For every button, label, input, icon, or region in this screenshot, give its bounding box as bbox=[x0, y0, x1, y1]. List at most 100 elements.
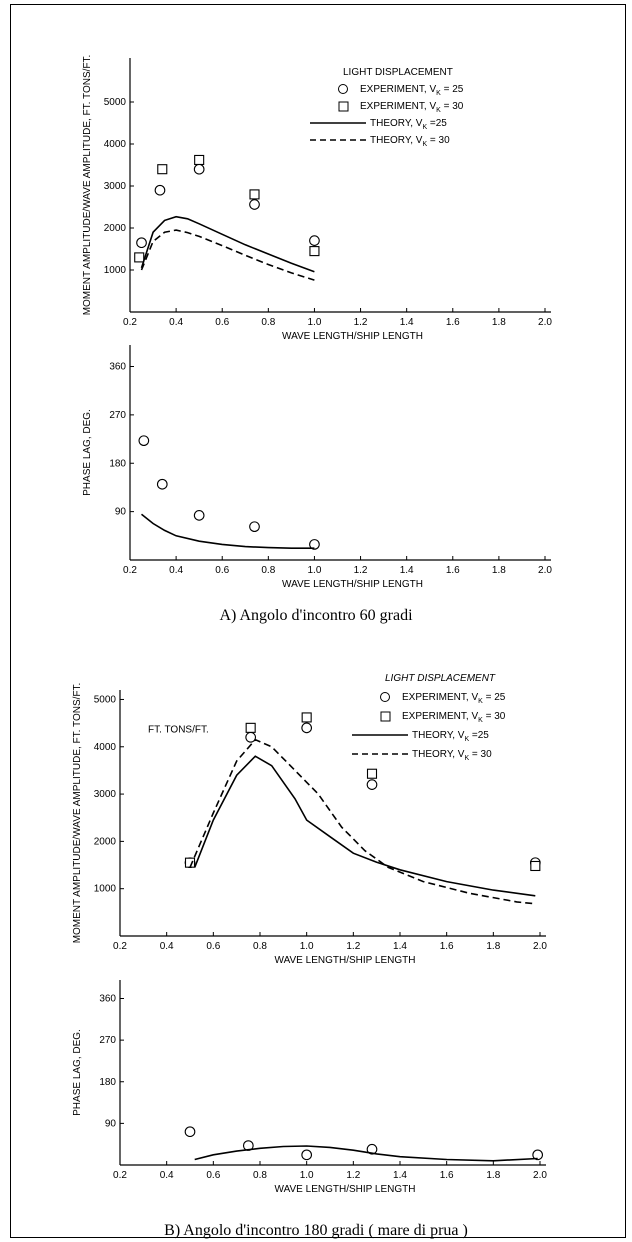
legend-entry-label: EXPERIMENT, VK = 25 bbox=[402, 692, 506, 705]
x-tick-label: 1.8 bbox=[492, 317, 506, 328]
x-tick-label: 0.8 bbox=[261, 317, 275, 328]
legend-entry-label: THEORY, VK =25 bbox=[412, 730, 489, 743]
x-tick-label: 1.8 bbox=[492, 565, 506, 576]
legend-entry-label: EXPERIMENT, VK = 30 bbox=[402, 711, 506, 724]
data-point-circle bbox=[366, 1143, 378, 1155]
data-point-square bbox=[366, 768, 378, 779]
x-tick-label: 1.6 bbox=[440, 1170, 454, 1181]
y-tick-label: 1000 bbox=[94, 884, 117, 895]
data-point-circle bbox=[184, 1126, 196, 1138]
x-axis-label: WAVE LENGTH/SHIP LENGTH bbox=[282, 331, 423, 342]
legend-entry-subscript: K bbox=[422, 124, 427, 131]
x-tick-label: 1.4 bbox=[393, 941, 407, 952]
y-tick-label: 270 bbox=[99, 1035, 116, 1046]
legend-marker-square bbox=[338, 101, 349, 112]
x-tick-label: 1.0 bbox=[300, 941, 314, 952]
y-axis-label: MOMENT AMPLITUDE/WAVE AMPLITUDE, FT. TON… bbox=[82, 55, 93, 316]
data-point-circle bbox=[309, 539, 320, 550]
data-point-square bbox=[309, 246, 320, 257]
y-tick-label: 270 bbox=[109, 410, 126, 421]
x-tick-label: 0.4 bbox=[169, 565, 183, 576]
y-tick-label: 3000 bbox=[94, 789, 117, 800]
x-tick-label: 1.4 bbox=[400, 565, 414, 576]
x-tick-label: 0.6 bbox=[215, 317, 229, 328]
legend-marker-square bbox=[380, 711, 391, 722]
data-point-circle bbox=[193, 163, 205, 175]
x-tick-label: 2.0 bbox=[538, 317, 552, 328]
data-point-circle bbox=[532, 1149, 544, 1161]
chart-a_phase: 0.2 0.4 0.6 0.8 1.0 1.2 1.4 1.6 1.8 2.0 90 180 270 36… bbox=[82, 345, 552, 590]
legend-marker-circle bbox=[380, 692, 390, 702]
y-tick-label: 1000 bbox=[104, 265, 127, 276]
data-point-circle bbox=[136, 237, 147, 249]
data-point-circle bbox=[156, 478, 168, 490]
data-point-square bbox=[157, 164, 168, 175]
data-point-circle bbox=[249, 521, 260, 533]
legend-entry-label: THEORY, VK =25 bbox=[370, 118, 447, 131]
x-axis-label: WAVE LENGTH/SHIP LENGTH bbox=[275, 1184, 416, 1195]
legend-entry-value: =25 bbox=[469, 730, 489, 741]
x-tick-label: 1.2 bbox=[354, 317, 368, 328]
legend-entry-label: EXPERIMENT, VK = 25 bbox=[360, 84, 464, 97]
x-axis-label: WAVE LENGTH/SHIP LENGTH bbox=[282, 579, 423, 590]
legend-entry-label: EXPERIMENT, VK = 30 bbox=[360, 101, 464, 114]
x-tick-label: 2.0 bbox=[533, 941, 547, 952]
series-line-solid bbox=[194, 1145, 538, 1162]
legend-entry-subscript: K bbox=[436, 90, 441, 97]
data-point-square bbox=[249, 189, 260, 200]
series-line-solid bbox=[140, 215, 315, 273]
x-tick-label: 1.6 bbox=[446, 565, 460, 576]
legend-entry-text: EXPERIMENT, V bbox=[360, 101, 436, 112]
legend-entry-text: THEORY, V bbox=[412, 749, 465, 760]
data-point-circle bbox=[309, 235, 320, 246]
x-tick-label: 0.8 bbox=[261, 565, 275, 576]
legend-marker-circle bbox=[338, 84, 348, 94]
y-tick-label: 5000 bbox=[94, 694, 117, 705]
data-point-square bbox=[530, 860, 541, 872]
legend-entry-value: = 30 bbox=[427, 135, 450, 146]
x-tick-label: 0.4 bbox=[169, 317, 183, 328]
x-tick-label: 0.6 bbox=[215, 565, 229, 576]
legend-title: LIGHT DISPLACEMENT bbox=[343, 67, 453, 78]
x-tick-label: 0.2 bbox=[123, 317, 137, 328]
x-tick-label: 0.8 bbox=[253, 1170, 267, 1181]
y-axis-label: PHASE LAG, DEG. bbox=[72, 1029, 83, 1116]
y-axis-label: PHASE LAG, DEG. bbox=[82, 409, 93, 496]
legend-entry-label: THEORY, VK = 30 bbox=[412, 749, 492, 762]
legend-entry-subscript: K bbox=[478, 698, 483, 705]
y-tick-label: 2000 bbox=[104, 223, 127, 234]
y-tick-label: 90 bbox=[105, 1118, 117, 1129]
data-point-circle bbox=[245, 731, 257, 743]
data-point-circle bbox=[249, 199, 260, 210]
legend-entry-subscript: K bbox=[436, 107, 441, 114]
legend-entry-text: EXPERIMENT, V bbox=[402, 692, 478, 703]
x-tick-label: 1.8 bbox=[486, 1170, 500, 1181]
x-tick-label: 0.4 bbox=[160, 1170, 174, 1181]
legend-entry-value: = 25 bbox=[483, 692, 506, 703]
legend-entry-text: THEORY, V bbox=[370, 135, 423, 146]
y-tick-label: 360 bbox=[99, 994, 116, 1005]
annotation-label: FT. TONS/FT. bbox=[148, 725, 209, 736]
legend-entry-text: EXPERIMENT, V bbox=[360, 84, 436, 95]
chart-b_moment: 0.2 0.4 0.6 0.8 1.0 1.2 1.4 1.6 1.8 2.0 1000 2000 30… bbox=[72, 673, 547, 966]
chart-a_moment: 0.2 0.4 0.6 0.8 1.0 1.2 1.4 1.6 1.8 2.0 1000 2000 30… bbox=[82, 55, 552, 342]
legend-entry-value: = 30 bbox=[469, 749, 492, 760]
data-point-circle bbox=[366, 779, 378, 790]
legend-entry-value: = 30 bbox=[441, 101, 464, 112]
series-line-dashed bbox=[140, 229, 315, 281]
y-tick-label: 4000 bbox=[104, 139, 127, 150]
legend-entry-label: THEORY, VK = 30 bbox=[370, 135, 450, 148]
data-point-circle bbox=[301, 722, 313, 734]
y-tick-label: 90 bbox=[115, 507, 127, 518]
x-tick-label: 0.2 bbox=[123, 565, 137, 576]
legend-entry-text: THEORY, V bbox=[412, 730, 465, 741]
y-tick-label: 180 bbox=[99, 1077, 116, 1088]
series-line-solid bbox=[193, 755, 536, 897]
chart-b_phase: 0.2 0.4 0.6 0.8 1.0 1.2 1.4 1.6 1.8 2.0 90 180 270 36… bbox=[72, 980, 547, 1195]
x-tick-label: 0.4 bbox=[160, 941, 174, 952]
x-tick-label: 1.6 bbox=[446, 317, 460, 328]
legend-entry-value: =25 bbox=[427, 118, 447, 129]
data-point-square bbox=[134, 252, 145, 263]
legend-title: LIGHT DISPLACEMENT bbox=[385, 673, 496, 684]
